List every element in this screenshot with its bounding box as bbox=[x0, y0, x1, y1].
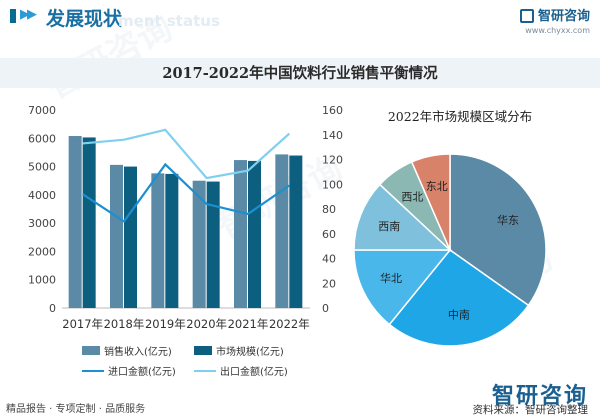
y-left-tick-label: 0 bbox=[49, 302, 56, 315]
y-left-tick-label: 2000 bbox=[28, 245, 56, 258]
pie-slice bbox=[410, 153, 451, 251]
y-right-tick-label: 60 bbox=[322, 228, 336, 241]
chart-title: 2017-2022年中国饮料行业销售平衡情况 bbox=[162, 65, 438, 82]
pie-title: 2022年市场规模区域分布 bbox=[387, 109, 533, 124]
pie-label: 华北 bbox=[380, 271, 402, 285]
legend-swatch bbox=[82, 346, 100, 355]
bar bbox=[124, 166, 137, 308]
section-subtitle: ment status bbox=[118, 12, 220, 30]
bar bbox=[82, 137, 96, 308]
header-accent-bar bbox=[10, 9, 16, 23]
x-tick-label: 2019年 bbox=[145, 317, 186, 331]
y-right-tick-label: 40 bbox=[322, 253, 336, 266]
pie-label: 西南 bbox=[378, 220, 400, 233]
pie-slice bbox=[353, 249, 452, 326]
bar bbox=[248, 160, 261, 308]
series-line bbox=[82, 162, 290, 223]
y-right-tick-label: 100 bbox=[322, 178, 343, 191]
legend-item-sales: 销售收入(亿元) bbox=[82, 343, 172, 358]
brand-block: 智研咨询 www.chyxx.com bbox=[519, 5, 590, 35]
y-right-tick-label: 20 bbox=[322, 277, 336, 290]
legend-swatch bbox=[194, 369, 216, 372]
y-left-tick-label: 4000 bbox=[28, 189, 56, 202]
logo-icon bbox=[519, 9, 534, 23]
x-tick-label: 2017年 bbox=[62, 317, 103, 331]
y-left-tick-label: 6000 bbox=[28, 132, 56, 145]
x-tick-label: 2022年 bbox=[269, 317, 310, 331]
pie-slice bbox=[353, 183, 452, 251]
legend-item-market: 市场规模(亿元) bbox=[194, 343, 284, 358]
page-footer: 精品报告 · 专项定制 · 品质服务 智研咨询 资料来源：智研咨询整理 bbox=[0, 380, 600, 418]
footer-tagline: 精品报告 · 专项定制 · 品质服务 bbox=[6, 404, 146, 415]
bar bbox=[234, 160, 247, 308]
series-line bbox=[82, 128, 291, 180]
bar bbox=[206, 181, 220, 308]
pie-label: 西北 bbox=[401, 191, 423, 204]
footer-source: 资料来源：智研咨询整理 bbox=[472, 404, 589, 416]
y-right-tick-label: 140 bbox=[322, 129, 343, 142]
legend-label: 市场规模(亿元) bbox=[216, 347, 284, 358]
legend-swatch bbox=[82, 369, 104, 372]
brand-name: 智研咨询 bbox=[537, 9, 590, 24]
title-band bbox=[0, 58, 600, 88]
bar bbox=[165, 173, 179, 308]
legend-label: 进口金额(亿元) bbox=[108, 367, 176, 378]
legend-swatch bbox=[194, 346, 212, 355]
pie-label: 中南 bbox=[448, 309, 470, 322]
x-tick-label: 2018年 bbox=[104, 317, 145, 331]
y-right-tick-label: 0 bbox=[322, 302, 329, 315]
footer-brand: 智研咨询 bbox=[491, 384, 588, 409]
y-right-tick-label: 80 bbox=[322, 203, 336, 216]
y-right-tick-label: 120 bbox=[322, 154, 343, 167]
pie-label: 华东 bbox=[497, 213, 519, 227]
pie-slice bbox=[388, 248, 530, 347]
y-left-tick-label: 7000 bbox=[28, 104, 56, 117]
x-tick-label: 2021年 bbox=[228, 317, 269, 331]
bar bbox=[275, 154, 289, 308]
bar bbox=[151, 173, 165, 308]
bar bbox=[68, 136, 82, 308]
legend-item-import: 进口金额(亿元) bbox=[82, 363, 176, 378]
x-tick-label: 2020年 bbox=[186, 317, 227, 331]
combo-chart: 0 1000 2000 3000 4000 5000 6000 7000 0 20 40 60 80 10… bbox=[28, 104, 343, 331]
y-left-tick-label: 3000 bbox=[28, 217, 56, 230]
pie-slice bbox=[449, 153, 547, 307]
bar bbox=[192, 180, 206, 308]
legend-item-export: 出口金额(亿元) bbox=[194, 363, 288, 378]
pie-label: 东北 bbox=[426, 180, 448, 193]
chevron-right-icon: ▶▶ bbox=[20, 7, 37, 22]
y-left-tick-label: 5000 bbox=[28, 161, 56, 174]
brand-url: www.chyxx.com bbox=[525, 26, 590, 35]
bar bbox=[289, 155, 303, 308]
page-header: ▶▶ 发展现状 ment status 智研咨询 www.chyxx.com bbox=[0, 0, 600, 38]
y-right-tick-label: 160 bbox=[322, 104, 343, 117]
section-title: 发展现状 bbox=[46, 8, 123, 30]
legend-label: 销售收入(亿元) bbox=[104, 347, 172, 358]
y-left-tick-label: 1000 bbox=[28, 274, 56, 287]
bar bbox=[110, 164, 123, 308]
legend-label: 出口金额(亿元) bbox=[220, 367, 288, 378]
